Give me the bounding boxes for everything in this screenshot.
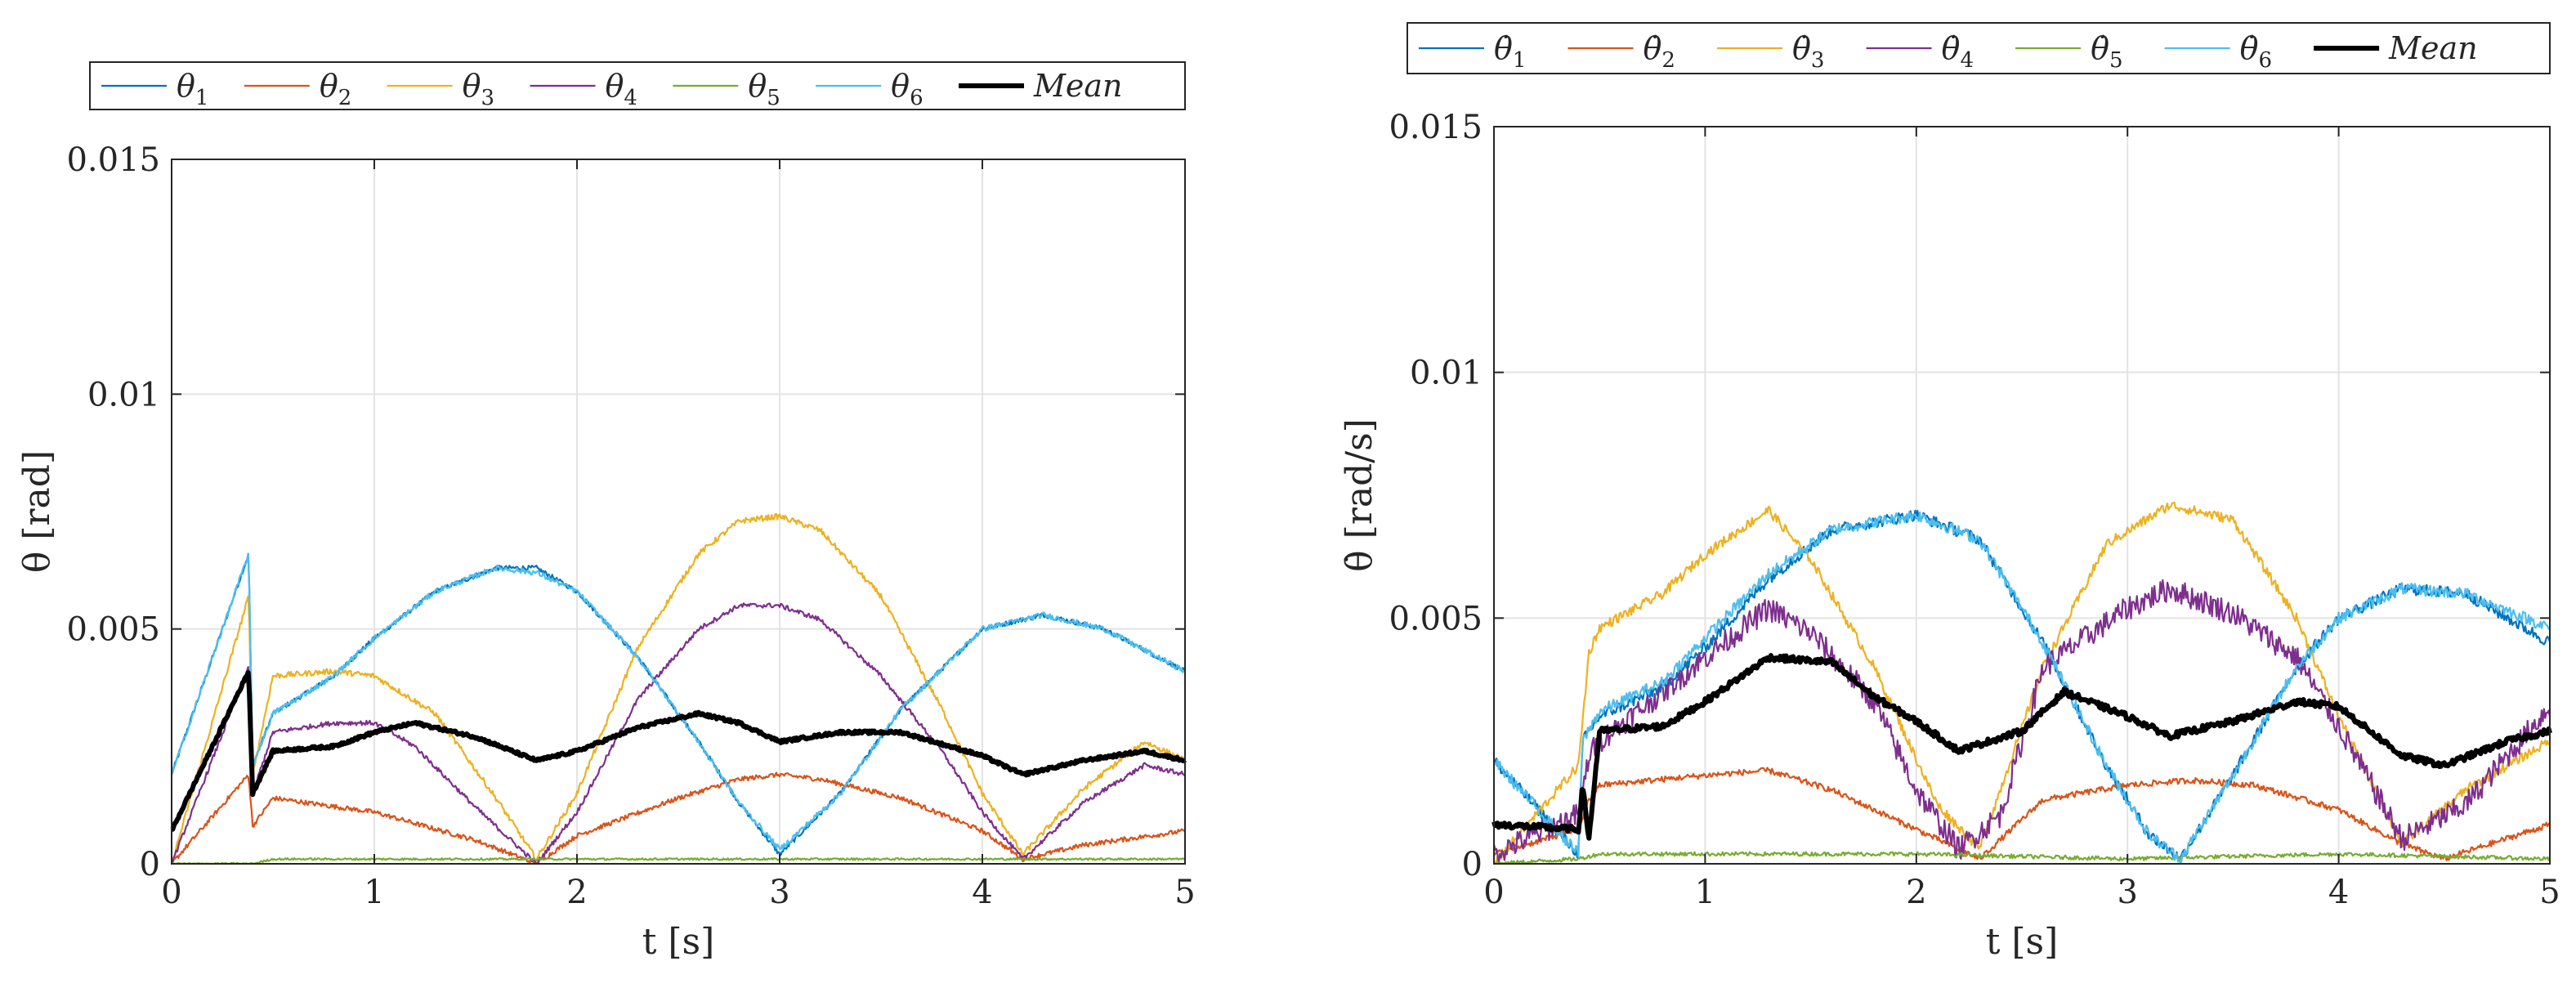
x-tick-label: 0 [161, 874, 181, 911]
y-axis-label: θ [rad] [16, 450, 58, 573]
legend-label: θ̇5 [2091, 30, 2122, 73]
legend-label-subscript: 1 [1513, 48, 1527, 73]
x-tick-label: 5 [1174, 874, 1195, 911]
x-tick-label: 2 [1906, 874, 1926, 911]
legend-label-subscript: 6 [910, 86, 924, 110]
legend: θ1 θ2 θ3 θ4 θ5 θ6 Mean [89, 61, 1186, 110]
legend-item-5: θ̇5 [2015, 30, 2123, 73]
legend-item-2: θ̇2 [1568, 30, 1675, 73]
grid [172, 159, 1185, 864]
series-line-6 [1493, 511, 2551, 865]
x-tick-label: 4 [2328, 874, 2349, 911]
axes-box [1493, 126, 2551, 865]
legend-item-4: θ4 [530, 68, 637, 110]
x-tick-label: 0 [1483, 874, 1504, 911]
x-tick-label: 1 [1695, 874, 1715, 911]
x-tick-label: 4 [972, 874, 992, 911]
x-tick-label: 2 [566, 874, 587, 911]
legend-label: θ3 [463, 68, 494, 110]
x-axis-label: t [s] [642, 921, 715, 963]
legend-label-subscript: 1 [195, 86, 209, 110]
legend-label-subscript: 6 [2258, 48, 2272, 73]
legend-label-subscript: 4 [1960, 48, 1974, 73]
legend-label: Mean [1033, 68, 1123, 104]
series-line-2 [1493, 767, 2551, 861]
series-group [1491, 501, 2552, 865]
x-tick-label: 3 [769, 874, 789, 911]
legend-label-subscript: 2 [338, 86, 352, 110]
legend: θ̇1 θ̇2 θ̇3 θ̇4 θ̇5 θ̇6 Mean [1407, 22, 2551, 74]
x-tick-label: 5 [2539, 874, 2560, 911]
series-line-4 [1492, 579, 2551, 865]
x-axis-label: t [s] [1986, 921, 2059, 963]
y-axis-label: θ̇ [rad/s] [1339, 418, 1380, 572]
legend-item-3: θ3 [387, 68, 494, 110]
series-line-5 [1493, 851, 2551, 865]
y-tick-label: 0.01 [1410, 355, 1483, 392]
legend-label: θ4 [606, 68, 637, 110]
series-line-mean [1491, 653, 2552, 841]
legend-label-subscript: 5 [767, 86, 780, 110]
axes-box [171, 159, 1186, 865]
legend-label-subscript: 5 [2109, 48, 2123, 73]
series-line-mean [170, 670, 1187, 832]
legend-label-subscript: 3 [481, 86, 495, 110]
series-line-4 [171, 602, 1186, 865]
grid [1494, 127, 2550, 864]
y-tick-label: 0.005 [66, 611, 160, 649]
legend-item-mean: Mean [2314, 30, 2478, 66]
legend-item-6: θ̇6 [2164, 30, 2272, 73]
y-tick-label: 0.015 [1389, 109, 1483, 146]
series-line-6 [170, 552, 1186, 851]
x-tick-label: 1 [364, 874, 384, 911]
legend-item-mean: Mean [959, 68, 1123, 104]
y-tick-label: 0 [140, 846, 160, 883]
legend-label-subscript: 3 [1811, 48, 1825, 73]
legend-label: Mean [2388, 30, 2478, 66]
legend-label-subscript: 4 [624, 86, 637, 110]
series-line-5 [171, 857, 1186, 865]
series-group [170, 512, 1187, 865]
legend-label-subscript: 2 [1661, 48, 1675, 73]
series-line-2 [171, 771, 1186, 865]
legend-label: θ̇2 [1644, 30, 1675, 73]
y-tick-label: 0 [1462, 846, 1483, 883]
y-tick-label: 0.015 [66, 141, 160, 179]
y-tick-label: 0.01 [87, 376, 160, 414]
plot-area [172, 159, 1185, 864]
x-tick-label: 3 [2117, 874, 2137, 911]
series-line-3 [170, 512, 1186, 862]
y-tick-label: 0.005 [1389, 600, 1483, 637]
